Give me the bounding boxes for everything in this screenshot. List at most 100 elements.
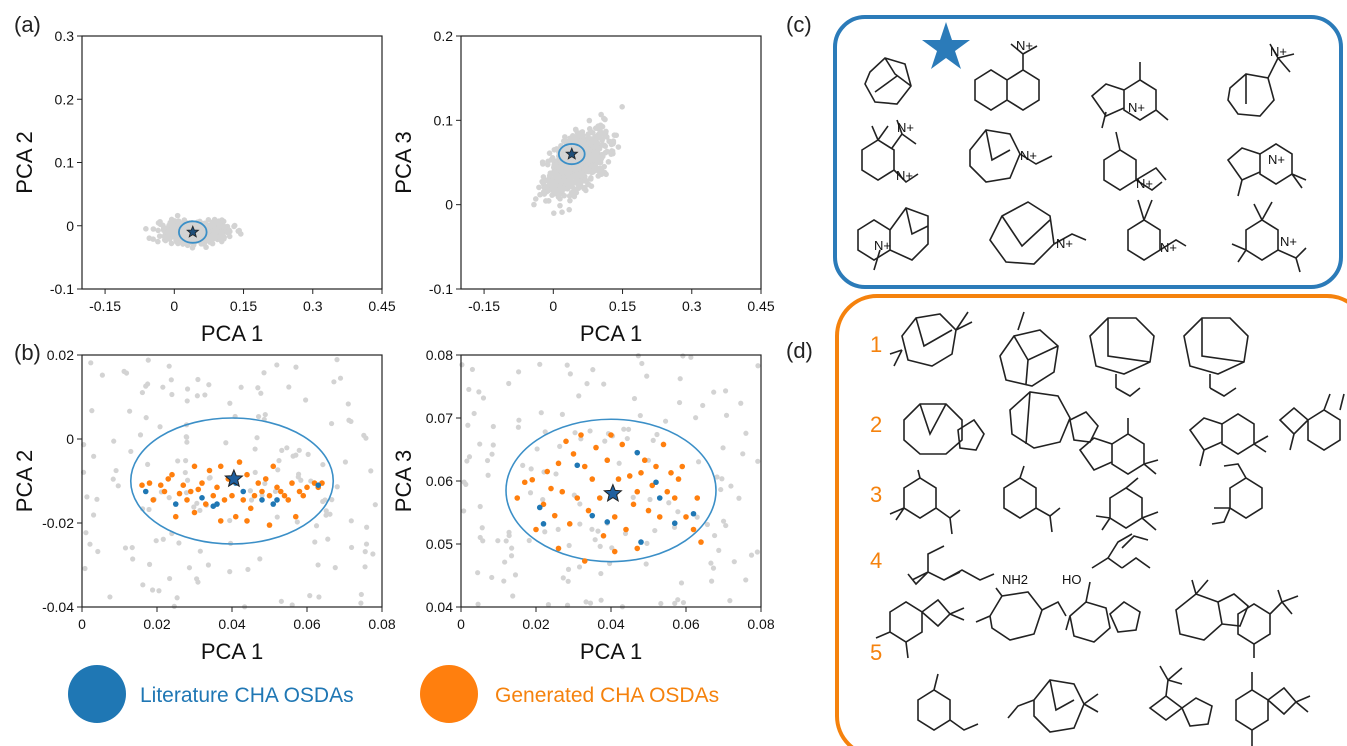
background-point	[502, 559, 508, 565]
generated-point	[548, 485, 554, 492]
background-point	[615, 144, 622, 150]
literature-point	[240, 488, 247, 495]
background-point	[278, 598, 284, 604]
background-point	[546, 150, 553, 156]
background-point	[503, 538, 509, 544]
background-point	[128, 448, 134, 455]
background-point	[236, 227, 242, 234]
background-point	[583, 178, 590, 184]
background-point	[559, 411, 565, 417]
background-point	[197, 507, 203, 514]
background-point	[537, 361, 543, 367]
background-point	[115, 483, 121, 489]
background-point	[616, 460, 622, 466]
background-point	[130, 556, 136, 562]
legend-literature-label: Literature CHA OSDAs	[140, 684, 354, 707]
background-point	[716, 547, 722, 553]
background-point	[602, 438, 608, 444]
background-point	[506, 532, 512, 539]
background-point	[461, 479, 467, 485]
background-point	[680, 353, 686, 359]
generated-structures-drawings	[875, 311, 1345, 746]
background-point	[559, 209, 565, 216]
background-point	[274, 362, 280, 368]
chart-b-left: 0 0.02 0.04 0.06 0.08 -0.04 -0.02 0 0.02 PCA 1 PCA…	[12, 347, 396, 664]
generated-point	[214, 484, 220, 491]
background-point	[512, 572, 519, 578]
generated-point	[611, 548, 618, 555]
background-point	[255, 413, 262, 420]
x-tick-label: 0.04	[597, 616, 624, 632]
background-point	[719, 476, 725, 482]
group-number: 1	[870, 332, 882, 357]
background-point	[526, 537, 532, 544]
background-point	[567, 197, 573, 204]
background-point	[700, 402, 706, 409]
y-tick-label: 0.04	[426, 599, 453, 615]
background-point	[580, 132, 586, 139]
generated-point	[146, 480, 153, 486]
generated-point	[593, 444, 599, 451]
background-point	[604, 134, 610, 140]
background-point	[315, 562, 321, 568]
ho-label: HO	[1062, 572, 1082, 587]
background-point	[551, 146, 558, 153]
background-point	[245, 566, 251, 573]
generated-point	[161, 488, 168, 495]
background-point	[644, 373, 650, 379]
generated-point	[266, 492, 273, 499]
background-point	[480, 395, 487, 401]
background-point	[316, 594, 322, 600]
background-point	[564, 362, 570, 368]
generated-point	[619, 441, 626, 448]
background-point	[303, 397, 309, 403]
background-point	[520, 462, 526, 468]
background-point	[169, 223, 175, 229]
background-point	[279, 447, 285, 453]
background-point	[509, 545, 515, 551]
generated-point	[521, 479, 528, 486]
generated-point	[217, 518, 224, 524]
background-point	[166, 363, 172, 369]
plot-frame	[460, 35, 762, 290]
background-point	[711, 532, 718, 539]
background-point	[624, 435, 630, 442]
y-tick-label: 0.02	[47, 347, 74, 363]
background-point	[184, 386, 191, 392]
background-point	[515, 369, 522, 375]
generated-point	[544, 468, 551, 475]
background-point	[342, 459, 349, 465]
background-point	[723, 522, 729, 529]
generated-point	[675, 476, 682, 482]
background-point	[510, 593, 516, 599]
reference-star	[603, 483, 623, 502]
background-point	[545, 187, 552, 194]
background-point	[501, 578, 507, 584]
background-point	[174, 212, 181, 219]
x-tick-label: 0.06	[672, 616, 699, 632]
background-point	[345, 401, 351, 407]
selection-ellipse	[505, 418, 717, 563]
background-point	[552, 183, 558, 190]
background-point	[603, 128, 609, 135]
background-point	[364, 524, 370, 530]
background-point	[586, 117, 593, 124]
background-point	[678, 580, 685, 586]
background-point	[362, 564, 368, 570]
x-tick-label: -0.15	[89, 298, 121, 314]
background-point	[262, 480, 268, 487]
panel-label-b: (b)	[14, 340, 41, 365]
background-point	[370, 551, 376, 557]
background-point	[569, 133, 576, 139]
y-tick-label: 0.06	[426, 473, 453, 489]
background-point	[150, 236, 156, 242]
background-point	[226, 227, 232, 233]
background-point	[111, 438, 117, 444]
generated-point	[191, 509, 198, 516]
background-point	[160, 536, 166, 542]
background-point	[675, 509, 681, 515]
background-point	[157, 218, 163, 225]
background-point	[348, 418, 354, 425]
generated-point	[649, 482, 656, 489]
background-point	[671, 524, 678, 530]
